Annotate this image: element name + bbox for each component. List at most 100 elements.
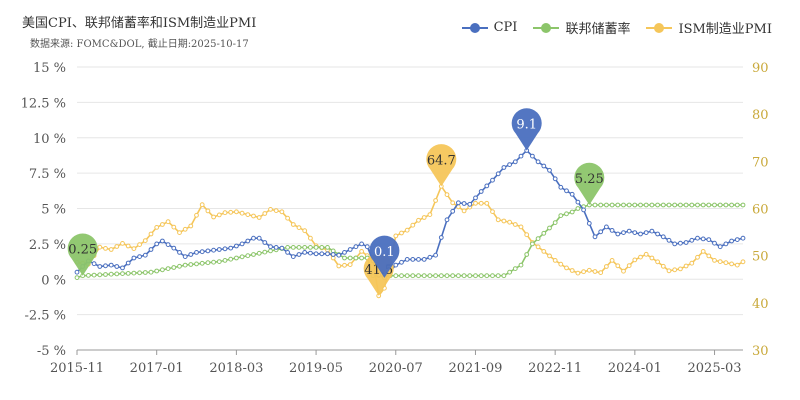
series-point-2: [666, 268, 672, 274]
series-line-0: [76, 149, 744, 279]
series-point-0: [336, 252, 342, 258]
series-point-2: [444, 192, 450, 198]
series-point-0: [575, 199, 581, 205]
cpi-min-marker-pin: [369, 235, 400, 278]
series-point-0: [222, 246, 228, 252]
series-point-1: [552, 220, 558, 226]
series-point-2: [137, 242, 143, 248]
series-point-2: [632, 257, 638, 263]
series-point-2: [695, 254, 700, 260]
series-point-0: [416, 257, 421, 262]
series-point-2: [359, 249, 365, 254]
fed-rate-max-marker-label: 5.25: [575, 172, 604, 187]
series-point-0: [598, 229, 604, 235]
series-point-2: [108, 247, 114, 252]
y-left-tick-label: 10 %: [33, 132, 66, 147]
series-point-1: [234, 255, 239, 261]
series-point-2: [131, 246, 137, 252]
series-point-1: [91, 272, 97, 278]
series-point-2: [154, 225, 160, 230]
series-point-0: [695, 235, 700, 241]
series-point-1: [478, 273, 484, 279]
series-point-1: [222, 258, 228, 263]
series-point-2: [490, 209, 495, 215]
legend-item-cpi[interactable]: CPI: [461, 20, 517, 35]
series-point-0: [478, 189, 484, 194]
cpi-max-marker-pin: [511, 108, 542, 151]
series-point-2: [712, 258, 717, 263]
series-point-0: [285, 250, 291, 255]
series-point-1: [723, 202, 729, 208]
series-point-2: [165, 219, 171, 225]
series-point-0: [461, 201, 467, 206]
y-left-tick-label: 15 %: [33, 61, 66, 76]
series-point-2: [177, 230, 182, 236]
series-point-1: [438, 273, 444, 279]
series-point-1: [609, 202, 615, 208]
series-point-2: [228, 209, 234, 215]
series-point-0: [581, 207, 586, 213]
legend-item-fed-rate[interactable]: 联邦储蓄率: [533, 18, 630, 37]
cpi-max-marker-label: 9.1: [516, 117, 537, 132]
series-point-1: [262, 249, 268, 255]
series-point-0: [609, 228, 615, 233]
series-point-1: [638, 202, 643, 208]
x-tick-label: 2015-11: [50, 361, 104, 376]
series-point-1: [604, 202, 609, 208]
series-point-2: [268, 207, 273, 212]
series-point-1: [165, 266, 171, 272]
series-point-1: [239, 254, 245, 260]
series-point-0: [347, 247, 353, 252]
series-point-0: [490, 177, 495, 183]
series-point-0: [689, 237, 695, 243]
series-point-2: [575, 270, 581, 276]
y-right-tick-label: 80: [752, 108, 769, 123]
series-point-0: [296, 252, 302, 257]
series-point-0: [535, 159, 541, 165]
chart-subtitle: 数据来源: FOMC&DOL, 截止日期:2025-10-17: [30, 39, 249, 50]
series-point-0: [683, 240, 689, 245]
series-point-2: [450, 200, 456, 206]
series-point-1: [120, 271, 125, 277]
series-point-0: [530, 153, 535, 159]
series-point-2: [347, 262, 353, 268]
series-point-1: [404, 273, 410, 279]
series-point-0: [114, 264, 120, 269]
series-point-1: [689, 202, 695, 208]
series-point-0: [74, 269, 80, 275]
series-point-2: [125, 243, 131, 249]
series-point-2: [416, 217, 421, 223]
series-point-0: [125, 260, 131, 266]
series-point-2: [103, 246, 108, 251]
series-point-2: [689, 260, 695, 266]
series-point-1: [655, 202, 660, 208]
series-point-1: [142, 270, 148, 275]
series-point-1: [461, 273, 467, 279]
series-point-1: [86, 273, 91, 278]
series-point-1: [114, 271, 120, 277]
series-point-1: [507, 269, 513, 275]
series-point-0: [655, 231, 660, 237]
series-point-1: [615, 202, 621, 208]
series-point-2: [245, 212, 251, 218]
series-point-0: [717, 244, 723, 250]
series-point-2: [478, 200, 484, 206]
series-point-0: [154, 241, 160, 247]
series-point-2: [251, 213, 256, 219]
legend-item-pmi[interactable]: ISM制造业PMI: [646, 18, 772, 37]
x-tick-label: 2024-01: [608, 361, 662, 376]
series-point-1: [347, 255, 353, 261]
series-point-1: [160, 267, 165, 273]
series-point-2: [256, 215, 262, 220]
series-point-0: [205, 248, 211, 254]
series-point-1: [228, 256, 234, 262]
series-line-1: [76, 204, 743, 279]
series-point-1: [137, 270, 143, 276]
series-point-1: [524, 252, 530, 257]
series-point-0: [512, 159, 518, 165]
series-point-1: [154, 268, 160, 274]
series-point-0: [273, 245, 279, 250]
series-point-0: [302, 250, 308, 255]
series-point-2: [222, 210, 228, 216]
series-point-2: [592, 269, 598, 274]
